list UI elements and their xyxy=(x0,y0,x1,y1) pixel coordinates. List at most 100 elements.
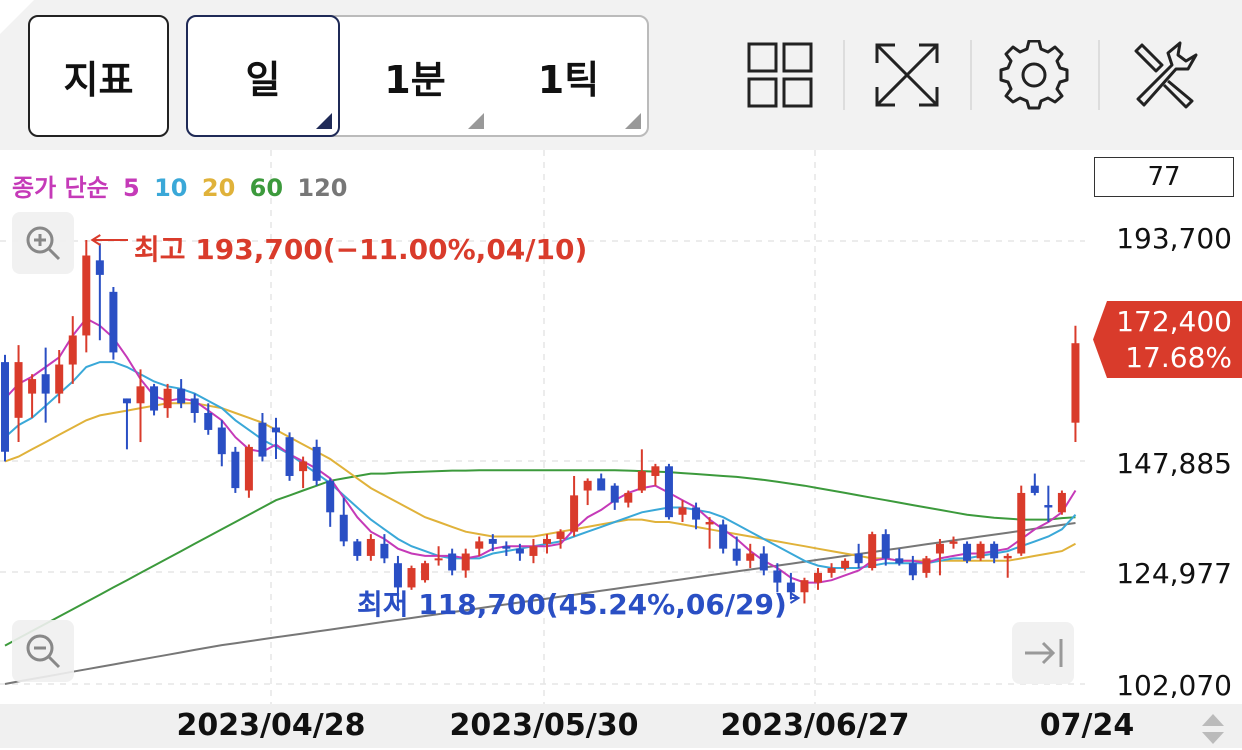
ma-60-line xyxy=(4,469,1076,647)
candle-body xyxy=(543,538,551,544)
candle-body xyxy=(922,558,931,573)
candle xyxy=(353,538,362,561)
candle xyxy=(556,529,565,549)
candle xyxy=(935,538,944,576)
candle xyxy=(136,369,145,443)
candle-body xyxy=(339,514,348,542)
candle-body xyxy=(380,543,389,559)
candle xyxy=(719,519,728,554)
candle-body xyxy=(475,541,484,549)
period-day-button[interactable]: 일 xyxy=(186,15,340,137)
candle-body xyxy=(448,553,457,571)
candle-body xyxy=(976,543,985,559)
candle-body xyxy=(312,446,321,481)
ma-20-line xyxy=(4,402,1076,562)
candle-body xyxy=(55,364,64,394)
indicator-button[interactable]: 지표 xyxy=(28,15,169,137)
scroll-arrows-icon[interactable] xyxy=(1200,712,1226,750)
candle-body xyxy=(150,386,159,411)
period-1min-label: 1분 xyxy=(384,57,446,102)
candle-body xyxy=(773,570,782,583)
candle-body xyxy=(529,546,538,556)
candle-body xyxy=(1,362,9,452)
candle-body xyxy=(1003,555,1012,559)
candle-body xyxy=(664,466,673,518)
candle xyxy=(244,444,253,498)
candle xyxy=(746,543,755,569)
period-selector: 일 1분 1틱 xyxy=(186,15,649,137)
candle xyxy=(1071,325,1080,443)
candle xyxy=(285,432,294,481)
candle xyxy=(963,541,972,564)
grid-layout-icon[interactable] xyxy=(740,30,820,120)
candle xyxy=(597,473,606,491)
candle xyxy=(529,538,538,564)
candle-body xyxy=(1044,505,1053,508)
candle xyxy=(272,417,280,460)
candle xyxy=(908,555,917,581)
candle-body xyxy=(868,534,877,569)
candle-body xyxy=(190,398,199,413)
candle-body xyxy=(637,471,646,491)
candle-body xyxy=(746,553,755,561)
price-chart[interactable] xyxy=(0,150,1242,704)
candle xyxy=(461,548,470,578)
candle xyxy=(868,531,877,571)
candle xyxy=(326,478,335,527)
ma-legend: 종가 단순 5 10 20 60 120 xyxy=(12,168,354,203)
candle xyxy=(299,456,308,489)
fullscreen-icon[interactable] xyxy=(867,30,947,120)
candle-body xyxy=(827,568,836,573)
candle xyxy=(786,572,795,600)
settings-gear-icon[interactable] xyxy=(994,30,1074,120)
x-tick-label: 2023/05/30 xyxy=(449,708,639,743)
tools-icon[interactable] xyxy=(1124,30,1204,120)
candle xyxy=(1,354,9,462)
candle xyxy=(692,502,701,530)
candle xyxy=(1030,473,1039,496)
candle-body xyxy=(990,543,999,559)
candle-body xyxy=(556,531,565,539)
candle xyxy=(1017,485,1026,556)
candle xyxy=(1057,490,1066,515)
current-change: 17.68% xyxy=(1125,341,1232,374)
period-1min-button[interactable]: 1분 xyxy=(340,17,490,135)
candle-body xyxy=(244,446,253,491)
jump-to-latest-icon[interactable] xyxy=(1012,622,1074,684)
candle xyxy=(773,563,782,593)
candle-body xyxy=(583,480,592,491)
candle xyxy=(610,483,619,510)
candle-body xyxy=(14,362,23,418)
candle xyxy=(217,420,226,467)
candle xyxy=(190,393,199,423)
candle xyxy=(678,500,687,523)
candle xyxy=(1044,485,1053,523)
candle-body xyxy=(41,374,50,394)
candle xyxy=(854,543,863,569)
candle xyxy=(421,560,430,583)
dropdown-corner-icon xyxy=(625,113,641,129)
candle-body xyxy=(95,260,104,275)
x-tick-label: 2023/04/28 xyxy=(176,708,366,743)
candle-body xyxy=(895,558,904,564)
period-1tick-button[interactable]: 1틱 xyxy=(490,17,647,135)
candle-body xyxy=(163,388,172,409)
candle-body xyxy=(1071,343,1080,423)
candle-count-box[interactable]: 77 xyxy=(1094,157,1234,197)
candle xyxy=(109,287,118,360)
candle-body xyxy=(258,422,267,457)
candle-body xyxy=(68,335,77,365)
candle-body xyxy=(461,553,470,571)
zoom-in-icon[interactable] xyxy=(12,212,74,274)
dropdown-corner-icon xyxy=(468,113,484,129)
candle xyxy=(543,534,551,554)
candle xyxy=(583,478,592,506)
toolbar-divider xyxy=(970,40,972,110)
candle xyxy=(14,345,23,443)
candle-body xyxy=(231,451,240,489)
candle-body xyxy=(1017,492,1026,554)
candle-body xyxy=(353,541,362,556)
candle-body xyxy=(841,560,850,569)
zoom-out-icon[interactable] xyxy=(12,620,74,682)
candle-body xyxy=(366,538,375,556)
